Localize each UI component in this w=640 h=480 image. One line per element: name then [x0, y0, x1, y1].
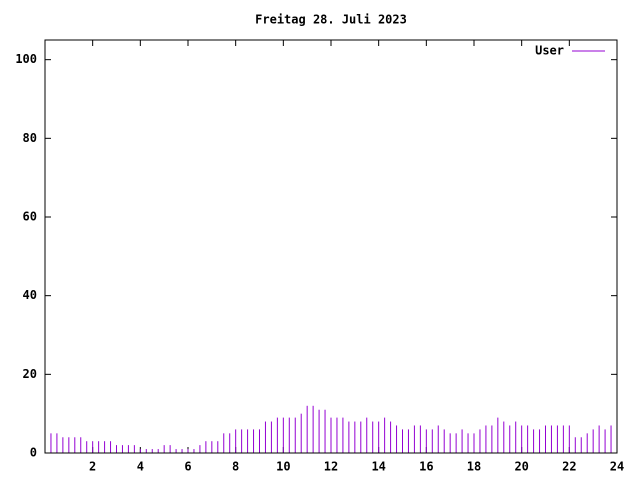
x-tick-label: 18 — [467, 460, 481, 474]
legend-label: User — [535, 44, 564, 58]
x-tick-label: 16 — [419, 460, 433, 474]
plot-border — [44, 39, 618, 454]
x-tick-label: 4 — [137, 460, 144, 474]
y-tick-label: 0 — [30, 446, 37, 460]
y-tick-label: 20 — [23, 367, 37, 381]
x-tick-label: 8 — [232, 460, 239, 474]
y-tick-label: 80 — [23, 131, 37, 145]
y-tick-label: 60 — [23, 210, 37, 224]
x-tick-label: 24 — [610, 460, 624, 474]
chart-title: Freitag 28. Juli 2023 — [255, 13, 407, 27]
y-tick-label: 40 — [23, 288, 37, 302]
x-tick-label: 2 — [89, 460, 96, 474]
x-tick-label: 10 — [276, 460, 290, 474]
x-tick-label: 14 — [371, 460, 385, 474]
x-tick-label: 6 — [184, 460, 191, 474]
x-tick-label: 20 — [514, 460, 528, 474]
y-tick-label: 100 — [15, 52, 37, 66]
x-tick-label: 22 — [562, 460, 576, 474]
x-tick-label: 12 — [324, 460, 338, 474]
